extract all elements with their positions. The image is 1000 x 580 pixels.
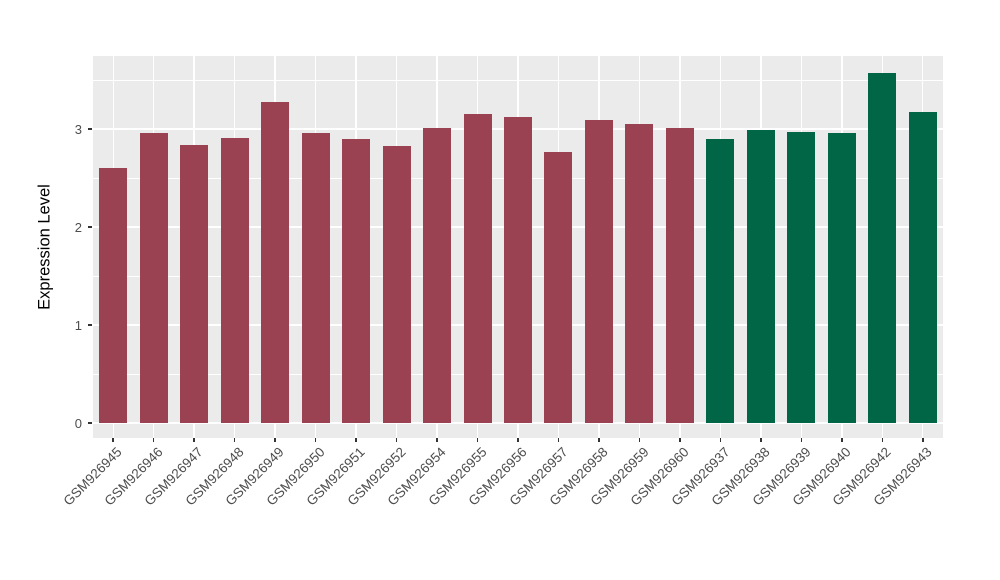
y-tick-mark (88, 422, 92, 424)
x-tick-mark (760, 438, 762, 442)
bar-GSM926943 (908, 112, 937, 423)
x-tick-mark (112, 438, 114, 442)
x-tick-mark (274, 438, 276, 442)
x-tick-mark (679, 438, 681, 442)
bar-GSM926952 (382, 145, 411, 423)
bar-GSM926947 (180, 144, 209, 423)
bar-GSM926958 (584, 120, 613, 423)
x-tick-mark (719, 438, 722, 442)
y-axis-title: Expression Level (35, 184, 54, 310)
y-tick-mark (88, 128, 92, 130)
y-tick-label: 1 (74, 317, 82, 333)
x-tick-mark (517, 438, 519, 442)
x-tick-mark (881, 438, 884, 442)
x-tick-mark (800, 438, 803, 442)
y-tick-label: 2 (74, 219, 82, 235)
bar-GSM926937 (706, 138, 735, 423)
x-tick-mark (476, 438, 479, 442)
bar-GSM926957 (544, 151, 573, 423)
x-tick-mark (355, 438, 357, 442)
bar-GSM926960 (665, 128, 694, 423)
bar-GSM926959 (625, 124, 654, 423)
x-tick-mark (436, 438, 438, 442)
bar-GSM926951 (342, 138, 371, 423)
x-tick-mark (233, 438, 236, 442)
plot-area (93, 56, 943, 438)
x-tick-mark (922, 438, 924, 442)
y-tick-mark (88, 324, 92, 326)
bar-GSM926954 (423, 128, 452, 423)
bar-GSM926942 (868, 73, 897, 423)
bar-GSM926949 (261, 101, 290, 423)
y-tick-mark (88, 226, 92, 228)
x-tick-mark (557, 438, 560, 442)
bar-GSM926938 (746, 129, 775, 423)
x-tick-mark (314, 438, 317, 442)
x-tick-mark (598, 438, 600, 442)
x-tick-mark (193, 438, 195, 442)
x-tick-mark (638, 438, 641, 442)
bar-GSM926940 (827, 132, 856, 423)
y-tick-label: 3 (74, 121, 82, 137)
bar-GSM926945 (99, 168, 128, 423)
bar-GSM926950 (301, 132, 330, 423)
bar-GSM926939 (787, 131, 816, 423)
x-tick-mark (395, 438, 398, 442)
x-tick-mark (841, 438, 843, 442)
bar-GSM926955 (463, 114, 492, 423)
x-tick-mark (152, 438, 155, 442)
bar-GSM926956 (504, 117, 532, 423)
bar-GSM926948 (220, 137, 249, 423)
bar-GSM926946 (139, 132, 168, 423)
y-tick-label: 0 (74, 415, 82, 431)
